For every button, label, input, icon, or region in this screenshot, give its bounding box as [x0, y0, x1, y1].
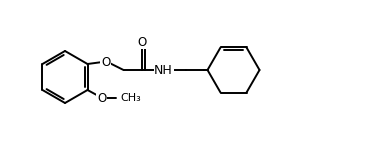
Text: NH: NH — [154, 63, 173, 76]
Text: O: O — [97, 91, 106, 104]
Text: CH₃: CH₃ — [121, 93, 141, 103]
Text: O: O — [101, 56, 110, 69]
Text: O: O — [137, 35, 146, 49]
